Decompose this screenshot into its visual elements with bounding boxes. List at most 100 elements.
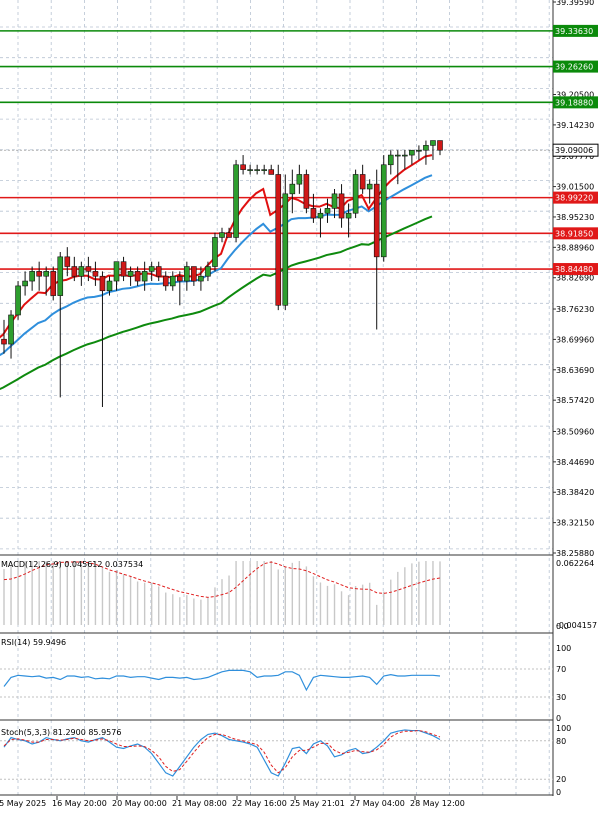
candle-body [205,266,211,277]
candle [191,266,197,286]
candle [226,227,232,238]
candle-body [338,193,345,219]
candle-body [120,261,127,277]
candle [50,266,57,301]
candle [205,261,211,282]
price-tick-label: 39.39590 [556,0,594,7]
candle [127,266,134,286]
candle-body [395,154,401,157]
candle [113,261,120,291]
time-tick-label: 25 May 21:01 [290,799,345,808]
current-price-tag [552,143,599,157]
candle-body [198,275,204,282]
candlesticks [1,140,443,408]
candle [120,256,127,282]
candle-body [387,154,394,166]
macd-signal-line [3,561,441,598]
level-label: 39.33630 [555,27,593,36]
candle-body [78,266,85,277]
candle-body [127,271,134,277]
candle [338,184,345,228]
candle [373,169,380,330]
candle-body [43,271,49,277]
candle-body [352,174,359,214]
price-tick-label: 38.95230 [556,213,594,222]
candle [261,164,267,175]
price-tick-label: 38.76230 [556,305,594,314]
candle [29,266,35,291]
price-tick-label: 38.44690 [556,458,594,467]
time-tick-label: 22 May 16:00 [232,799,287,808]
stoch-tick-label: 80 [556,737,566,746]
rsi-tick-label: 0 [556,714,561,723]
candle [36,261,42,291]
candle-body [29,271,35,282]
candle [43,266,49,296]
candle [275,164,282,311]
candle-body [366,183,373,190]
candle-body [177,275,183,282]
candle-body [275,174,282,306]
price-tick-label: 38.32150 [556,519,594,528]
candle-body [134,271,141,282]
candle [352,169,359,219]
price-tick-label: 38.50960 [556,427,594,436]
candle-body [113,261,120,282]
candle-body [106,280,113,292]
rsi-tick-label: 70 [556,665,566,674]
candle [64,247,71,277]
price-tick-label: 39.20500 [556,91,594,100]
candle-body [1,338,7,345]
candle-body [240,164,246,170]
candle-body [64,256,71,267]
candle-body [268,169,275,175]
candle-body [141,271,148,282]
candle [177,271,183,306]
candle-body [219,232,225,238]
rsi-tick-label: 30 [556,693,566,702]
price-tick-label: 38.88960 [556,243,594,252]
candle-body [71,266,78,277]
candle-body [191,266,197,282]
time-tick-label: 27 May 04:00 [350,799,405,808]
candle [155,261,162,282]
candle [409,149,415,165]
stoch-tick-label: 20 [556,775,566,784]
price-tick-label: 38.38420 [556,488,594,497]
ema-slow-line [0,215,433,392]
candle-body [282,193,289,306]
time-tick-label: 28 May 12:00 [410,799,465,808]
candle [22,271,28,296]
level-tag [553,227,598,240]
candle-body [345,212,352,219]
indicator-panes [0,561,553,780]
candle [233,159,239,243]
candle-body [184,266,190,282]
candle [240,155,246,175]
candle-body [148,266,155,272]
time-tick-label: 20 May 00:00 [112,799,167,808]
candle [310,193,317,223]
current-price-label: 39.09006 [555,146,593,155]
candle-body [409,149,415,156]
price-axis: 39.39590 39.33630 39.26260 39.2050039.18880… [552,0,599,797]
candle [324,198,331,223]
candle [99,271,106,408]
candle-body [430,140,436,146]
candle-body [22,280,28,287]
price-tick-label: 39.01500 [556,183,594,192]
rsi-tick-label: 100 [556,644,571,653]
level-tag [553,96,598,109]
candle-body [289,183,296,195]
candle [141,261,148,291]
candle [437,140,443,156]
time-tick-label: 16 May 20:00 [52,799,107,808]
candle [106,276,113,296]
candle [268,164,275,175]
candle [430,140,436,160]
candle [198,266,204,291]
price-tick-label: 39.14230 [556,121,594,130]
candle [85,256,92,282]
candle-body [303,174,310,209]
candle-body [233,164,239,238]
